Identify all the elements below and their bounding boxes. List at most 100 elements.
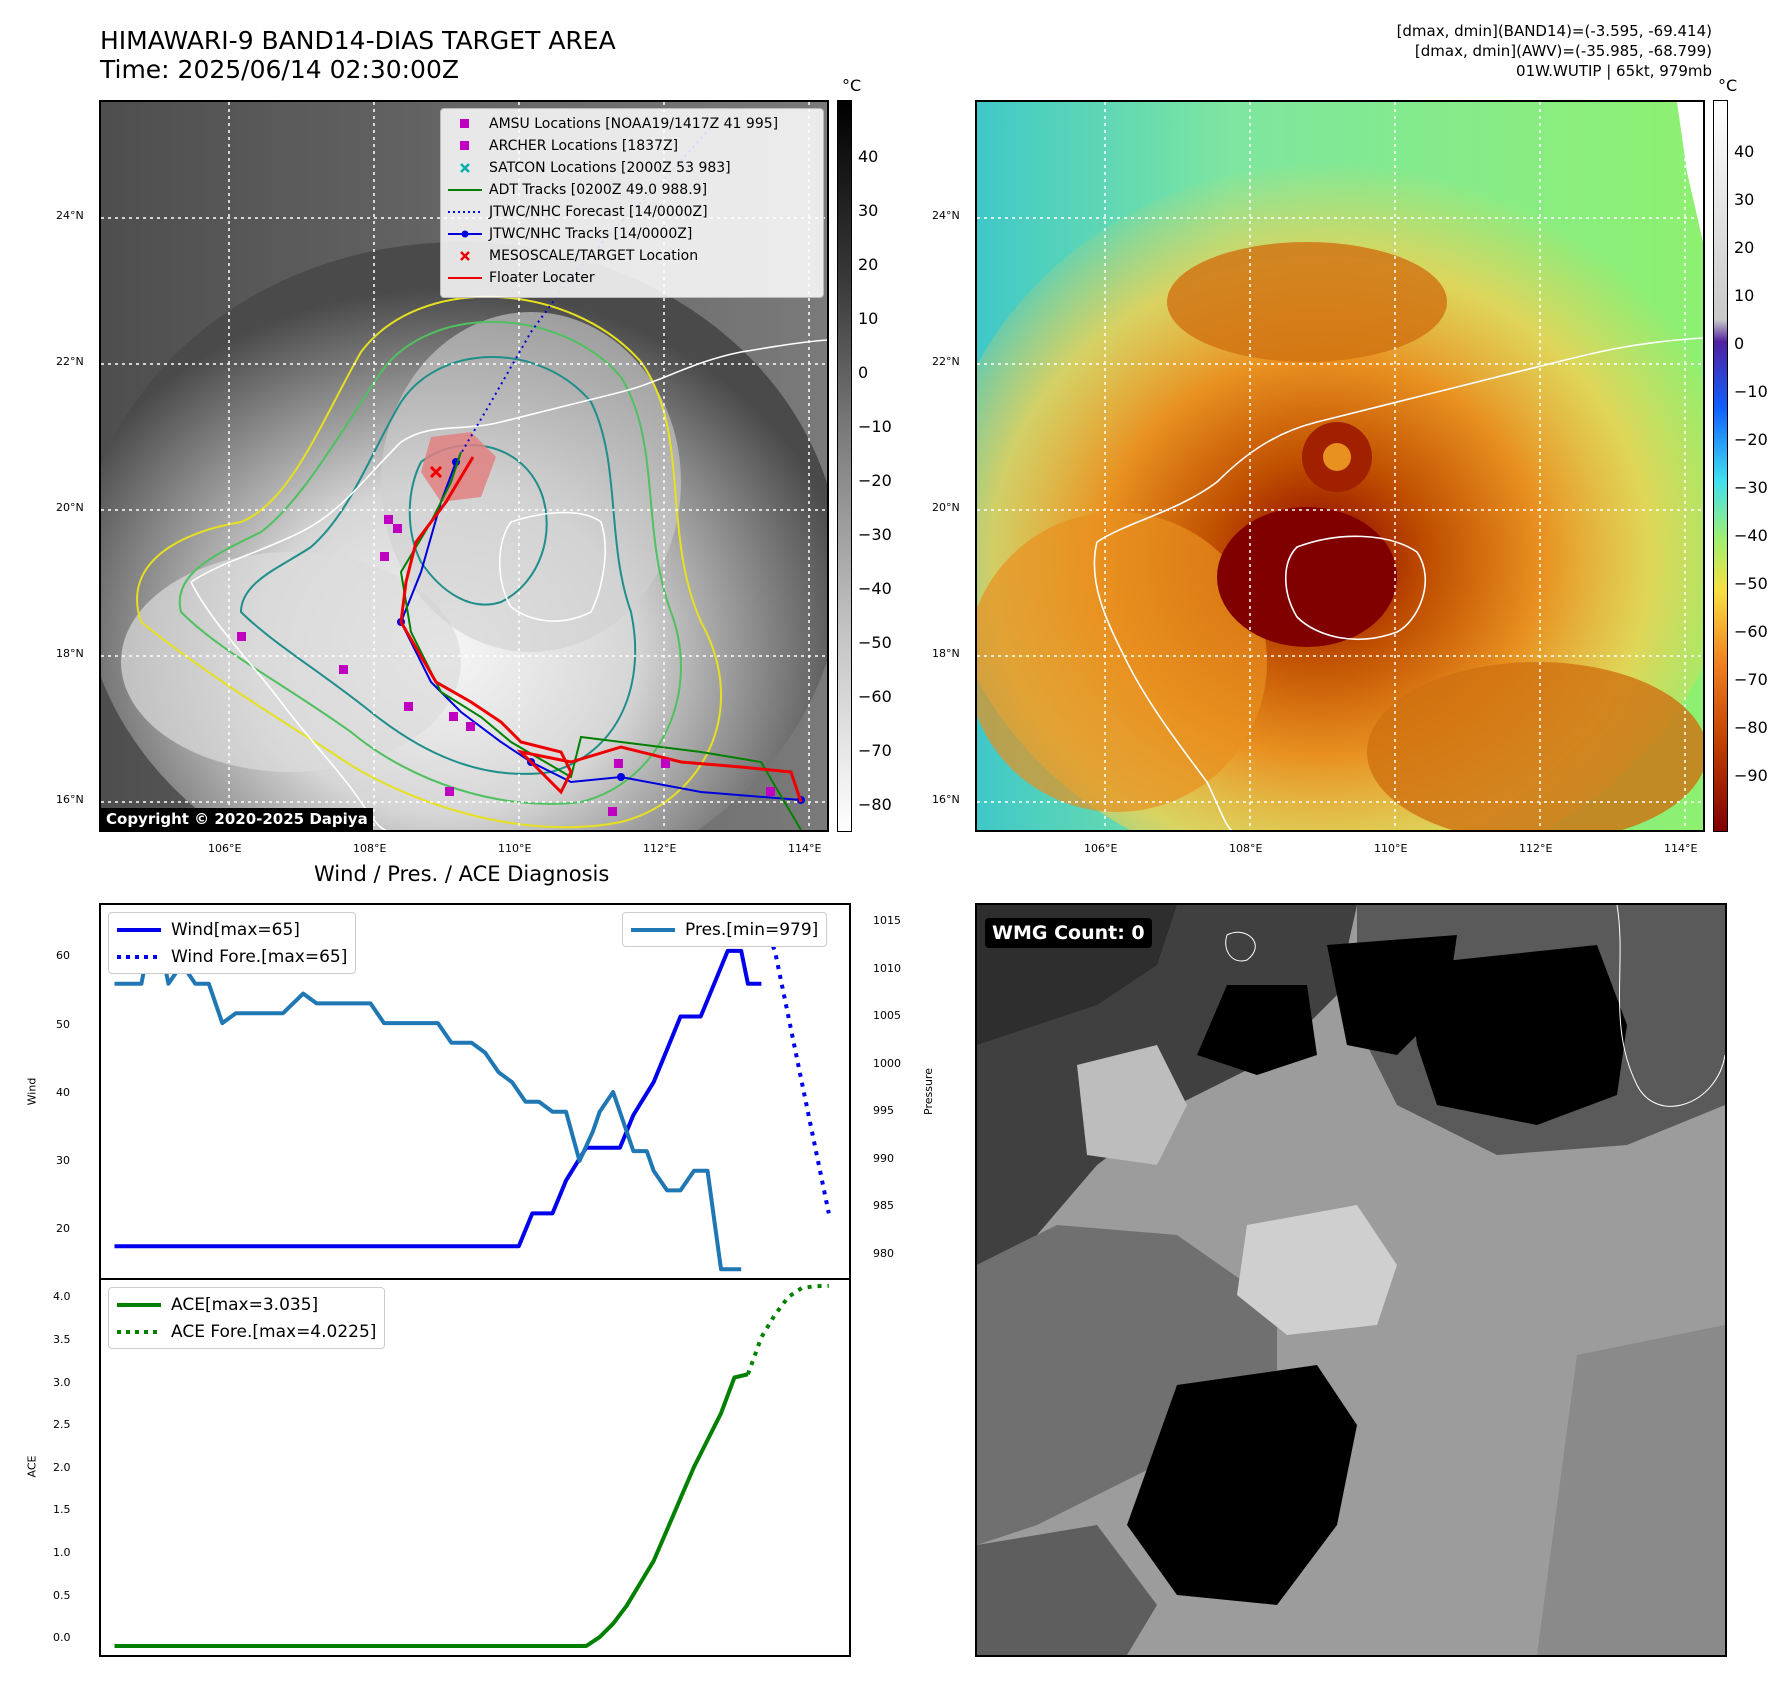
cbar-tick: −40 [1734, 526, 1768, 545]
chart-title: HIMAWARI-9 BAND14-DIAS TARGET AREA [100, 26, 616, 55]
cbar-tick: −70 [1734, 670, 1768, 689]
wind-ylabel: Wind [25, 1077, 39, 1106]
band14-colorbar-ticks: 40 30 20 10 0 −10 −20 −30 −40 −50 −60 −7… [858, 100, 898, 832]
legend-label: MESOSCALE/TARGET Location [489, 248, 699, 264]
lat-label: 24°N [56, 209, 84, 222]
cbar-tick: 0 [1734, 334, 1745, 353]
ace-tick: 3.5 [53, 1333, 71, 1346]
ace-tick: 2.5 [53, 1418, 71, 1431]
pressure-tick: 980 [873, 1247, 894, 1260]
cbar-tick: −80 [858, 795, 892, 814]
pressure-tick: 990 [873, 1152, 894, 1165]
pressure-ylabel: Pressure [921, 1068, 935, 1115]
legend-item-ace-forecast: ACE Fore.[max=4.0225] [117, 1318, 376, 1345]
chart-time: Time: 2025/06/14 02:30:00Z [100, 55, 459, 84]
legend-label: ADT Tracks [0200Z 49.0 988.9] [489, 182, 708, 198]
legend-label: Wind Fore.[max=65] [171, 946, 348, 967]
ace-legend: ACE[max=3.035] ACE Fore.[max=4.0225] [108, 1287, 386, 1349]
cbar-tick: 40 [858, 147, 879, 166]
legend-item-mesoscale: MESOSCALE/TARGET Location [447, 245, 817, 267]
legend-item-forecast: JTWC/NHC Forecast [14/0000Z] [447, 201, 817, 223]
cbar-tick: 30 [858, 201, 879, 220]
awv-map [975, 100, 1705, 832]
ace-series-line-1 [746, 1283, 829, 1375]
cbar-tick: 0 [858, 363, 869, 382]
legend-item-archer: ARCHER Locations [1837Z] [447, 135, 817, 157]
cbar-tick: −10 [858, 417, 892, 436]
band14-colorbar [837, 100, 852, 832]
wind-tick: 40 [56, 1086, 70, 1099]
wind-legend: Wind[max=65] Wind Fore.[max=65] [108, 912, 357, 974]
legend-item-floater: Floater Locater [447, 267, 817, 289]
cbar-tick: −50 [858, 633, 892, 652]
cbar-tick: 30 [1734, 190, 1755, 209]
legend-label: ARCHER Locations [1837Z] [489, 138, 679, 154]
legend-label: ACE[max=3.035] [171, 1294, 319, 1315]
awv-map-svg [977, 102, 1703, 830]
pressure-tick: 985 [873, 1199, 894, 1212]
lat-label: 22°N [56, 355, 84, 368]
legend-label: Wind[max=65] [171, 919, 300, 940]
wind-series-line-1 [759, 917, 831, 1214]
cbar-tick: −60 [1734, 622, 1768, 641]
ace-tick: 4.0 [53, 1290, 71, 1303]
cbar-tick: 10 [1734, 286, 1755, 305]
legend-label: Pres.[min=979] [685, 919, 819, 940]
lon-label: 114°E [1664, 842, 1698, 855]
pressure-tick: 1005 [873, 1009, 901, 1022]
copyright-badge: Copyright © 2020-2025 Dapiya [101, 808, 373, 830]
legend-item-satcon: SATCON Locations [2000Z 53 983] [447, 157, 817, 179]
pressure-tick: 1000 [873, 1057, 901, 1070]
cbar-tick: −20 [1734, 430, 1768, 449]
lat-label: 22°N [932, 355, 960, 368]
legend-item-amsu: AMSU Locations [NOAA19/1417Z 41 995] [447, 113, 817, 135]
cbar-tick: 40 [1734, 142, 1755, 161]
ace-tick: 2.0 [53, 1461, 71, 1474]
legend-label: SATCON Locations [2000Z 53 983] [489, 160, 731, 176]
pressure-tick: 1010 [873, 962, 901, 975]
ace-tick: 3.0 [53, 1376, 71, 1389]
awv-colorbar [1713, 100, 1728, 832]
pressure-tick: 995 [873, 1104, 894, 1117]
lat-label: 18°N [56, 647, 84, 660]
pressure-tick: 1015 [873, 914, 901, 927]
ace-tick: 1.5 [53, 1503, 71, 1516]
wind-series-group [114, 917, 831, 1249]
legend-item-wind-forecast: Wind Fore.[max=65] [117, 943, 347, 970]
lon-label: 108°E [353, 842, 387, 855]
wind-tick: 20 [56, 1222, 70, 1235]
legend-item-jtwc: JTWC/NHC Tracks [14/0000Z] [447, 223, 817, 245]
lon-label: 112°E [643, 842, 677, 855]
ace-tick: 0.0 [53, 1631, 71, 1644]
lat-label: 24°N [932, 209, 960, 222]
diagnosis-svg [101, 912, 849, 1648]
cbar-tick: 20 [1734, 238, 1755, 257]
lat-label: 16°N [56, 793, 84, 806]
pressure-series-group [114, 912, 742, 1272]
map-legend: AMSU Locations [NOAA19/1417Z 41 995] ARC… [440, 108, 824, 298]
lon-label: 110°E [1374, 842, 1408, 855]
ace-tick: 1.0 [53, 1546, 71, 1559]
cbar-tick: 20 [858, 255, 879, 274]
colorbar-unit: °C [842, 76, 862, 95]
legend-label: ACE Fore.[max=4.0225] [171, 1321, 377, 1342]
cbar-tick: −20 [858, 471, 892, 490]
cbar-tick: −90 [1734, 766, 1768, 785]
lat-label: 20°N [56, 501, 84, 514]
lat-label: 20°N [932, 501, 960, 514]
ace-ylabel: ACE [25, 1455, 39, 1478]
awv-range: [dmax, dmin](AWV)=(-35.985, -68.799) [1414, 42, 1712, 60]
lon-label: 106°E [1084, 842, 1118, 855]
lon-label: 112°E [1519, 842, 1553, 855]
lat-label: 18°N [932, 647, 960, 660]
pressure-series-line-0 [114, 912, 742, 1272]
ace-series-group [114, 1283, 829, 1648]
band14-range: [dmax, dmin](BAND14)=(-3.595, -69.414) [1396, 22, 1712, 40]
lon-label: 108°E [1229, 842, 1263, 855]
legend-item-ace: ACE[max=3.035] [117, 1291, 376, 1318]
cbar-tick: −40 [858, 579, 892, 598]
cbar-tick: −30 [1734, 478, 1768, 497]
storm-info: 01W.WUTIP | 65kt, 979mb [1516, 62, 1712, 80]
pressure-legend: Pres.[min=979] [622, 912, 828, 947]
colorbar-unit: °C [1718, 76, 1738, 95]
